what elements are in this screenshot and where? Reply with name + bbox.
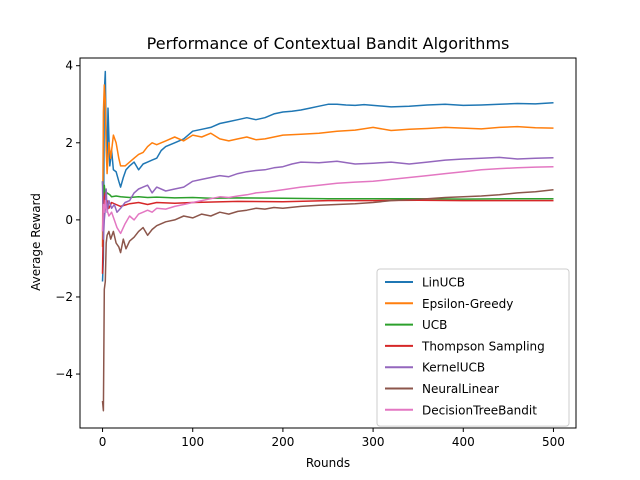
x-tick-label: 0 [99,435,107,449]
legend-label: UCB [422,318,447,332]
x-tick-label: 500 [542,435,565,449]
y-tick-label: 4 [65,59,73,73]
legend: LinUCB Epsilon-Greedy UCB Thompson Sampling… [376,268,570,427]
legend-label: LinUCB [422,276,465,290]
series-line-epsilon-greedy [101,84,554,247]
series-line-kernelucb [101,156,554,240]
legend-box [376,268,570,427]
x-tick-label: 300 [362,435,385,449]
x-tick-label: 400 [452,435,475,449]
y-tick-label: −2 [55,290,73,304]
chart-title: Performance of Contextual Bandit Algorit… [147,34,510,53]
series-line-neurallinear [101,189,554,412]
series-line-decisiontreebandit [101,165,554,235]
x-axis-label: Rounds [306,456,350,470]
legend-label: DecisionTreeBandit [422,403,537,417]
series-line-linucb [101,70,554,282]
legend-label: Thompson Sampling [421,339,545,353]
y-tick-label: 0 [65,213,73,227]
y-axis-label: Average Reward [29,193,43,291]
y-tick-label: −4 [55,367,73,381]
legend-label: Epsilon-Greedy [422,297,513,311]
axes-frame [79,57,577,429]
x-tick-label: 100 [181,435,204,449]
legend-label: NeuralLinear [422,382,499,396]
x-tick-label: 200 [271,435,294,449]
y-tick-label: 2 [65,136,73,150]
plot-area [101,70,554,412]
axis-ticks: 0 100 200 300 400 500 −4 −2 0 2 4 [55,59,565,449]
legend-label: KernelUCB [422,361,485,375]
